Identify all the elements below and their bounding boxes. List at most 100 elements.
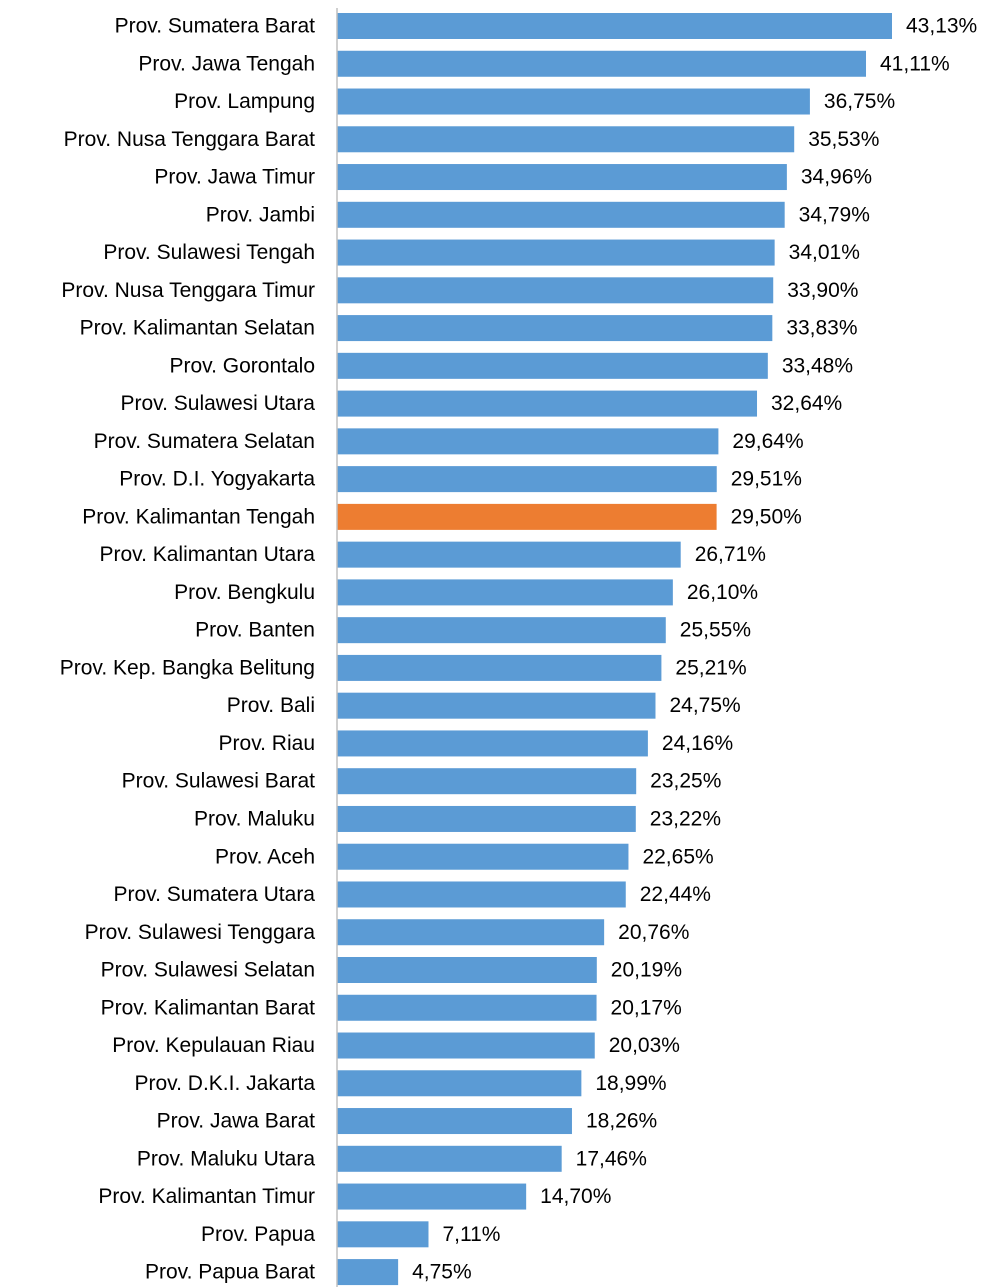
value-label: 35,53% <box>808 128 879 151</box>
category-label: Prov. Jawa Tengah <box>138 52 315 75</box>
category-label: Prov. Jawa Timur <box>154 166 315 189</box>
category-label: Prov. Sulawesi Barat <box>122 770 316 793</box>
bar <box>337 1070 582 1097</box>
value-label: 18,26% <box>586 1110 657 1133</box>
category-label: Prov. D.I. Yogyakarta <box>119 468 315 491</box>
value-label: 33,83% <box>786 317 857 340</box>
category-label: Prov. Sulawesi Tenggara <box>85 921 316 944</box>
category-label: Prov. Papua <box>201 1223 315 1246</box>
category-label: Prov. Sulawesi Tengah <box>103 241 315 264</box>
category-label: Prov. Riau <box>219 732 315 755</box>
bar <box>337 1221 429 1248</box>
category-label: Prov. Kalimantan Selatan <box>80 317 315 340</box>
bar <box>337 201 785 228</box>
value-label: 32,64% <box>771 392 842 415</box>
category-label: Prov. Sumatera Barat <box>115 15 316 38</box>
value-label: 25,55% <box>680 619 751 642</box>
value-label: 22,44% <box>640 883 711 906</box>
value-label: 29,51% <box>731 468 802 491</box>
bar <box>337 541 681 568</box>
category-label: Prov. Sumatera Utara <box>113 883 315 906</box>
bar <box>337 1032 595 1059</box>
bar <box>337 805 636 832</box>
bar <box>337 692 656 719</box>
value-label: 24,75% <box>669 694 740 717</box>
bar <box>337 1259 399 1286</box>
value-label: 20,19% <box>611 959 682 982</box>
category-label: Prov. Kalimantan Tengah <box>82 505 315 528</box>
value-label: 20,17% <box>611 996 682 1019</box>
bar <box>337 957 597 983</box>
value-label: 18,99% <box>595 1072 666 1095</box>
value-label: 34,01% <box>789 241 860 264</box>
value-label: 29,64% <box>732 430 803 453</box>
bar <box>337 239 775 266</box>
bar <box>337 390 758 417</box>
bar <box>337 50 867 77</box>
value-label: 34,79% <box>799 203 870 226</box>
category-label: Prov. Kep. Bangka Belitung <box>60 656 315 679</box>
bar <box>337 881 626 908</box>
bar <box>337 428 719 455</box>
value-label: 20,03% <box>609 1034 680 1057</box>
bar <box>337 1183 527 1210</box>
value-label: 22,65% <box>642 845 713 868</box>
bar <box>337 654 662 681</box>
value-label: 36,75% <box>824 90 895 113</box>
value-label: 43,13% <box>906 15 977 38</box>
value-label: 26,10% <box>687 581 758 604</box>
value-label: 23,25% <box>650 770 721 793</box>
bar <box>337 919 605 946</box>
value-label: 34,96% <box>801 166 872 189</box>
value-label: 14,70% <box>540 1185 611 1208</box>
value-label: 25,21% <box>675 656 746 679</box>
category-label: Prov. Kalimantan Barat <box>101 996 316 1019</box>
value-label: 7,11% <box>442 1223 500 1246</box>
bar <box>337 164 787 191</box>
value-label: 41,11% <box>880 52 950 75</box>
category-label: Prov. Sumatera Selatan <box>94 430 315 453</box>
bar <box>337 768 637 795</box>
category-label: Prov. Papua Barat <box>145 1261 315 1284</box>
bar <box>337 315 773 342</box>
bar <box>337 352 768 379</box>
value-label: 24,16% <box>662 732 733 755</box>
category-label: Prov. Nusa Tenggara Barat <box>64 128 316 151</box>
bar <box>337 730 648 757</box>
value-label: 20,76% <box>618 921 689 944</box>
bar <box>337 1108 572 1135</box>
bar <box>337 13 892 39</box>
bar <box>337 466 717 493</box>
category-label: Prov. Bali <box>227 694 315 717</box>
category-label: Prov. Nusa Tenggara Timur <box>61 279 315 302</box>
category-label: Prov. Kalimantan Utara <box>99 543 315 566</box>
category-label: Prov. D.K.I. Jakarta <box>135 1072 316 1095</box>
bar <box>337 277 774 304</box>
value-label: 23,22% <box>650 808 721 831</box>
category-label: Prov. Lampung <box>174 90 315 113</box>
bar <box>337 1145 562 1172</box>
bar <box>337 579 673 606</box>
bar <box>337 126 795 153</box>
value-label: 29,50% <box>731 505 802 528</box>
value-label: 33,48% <box>782 354 853 377</box>
category-label: Prov. Maluku Utara <box>137 1147 315 1170</box>
category-label: Prov. Kalimantan Timur <box>98 1185 315 1208</box>
category-label: Prov. Bengkulu <box>174 581 315 604</box>
category-label: Prov. Sulawesi Utara <box>120 392 315 415</box>
bar <box>337 617 666 644</box>
bar <box>337 994 597 1021</box>
category-label: Prov. Banten <box>195 619 315 642</box>
value-label: 26,71% <box>695 543 766 566</box>
value-label: 17,46% <box>576 1147 647 1170</box>
category-label: Prov. Jambi <box>206 203 315 226</box>
value-label: 4,75% <box>412 1261 472 1284</box>
category-label: Prov. Kepulauan Riau <box>112 1034 315 1057</box>
category-label: Prov. Sulawesi Selatan <box>101 959 315 982</box>
category-label: Prov. Gorontalo <box>169 354 315 377</box>
value-label: 33,90% <box>787 279 858 302</box>
category-label: Prov. Jawa Barat <box>157 1110 316 1133</box>
bar <box>337 843 629 870</box>
category-label: Prov. Aceh <box>215 845 315 868</box>
